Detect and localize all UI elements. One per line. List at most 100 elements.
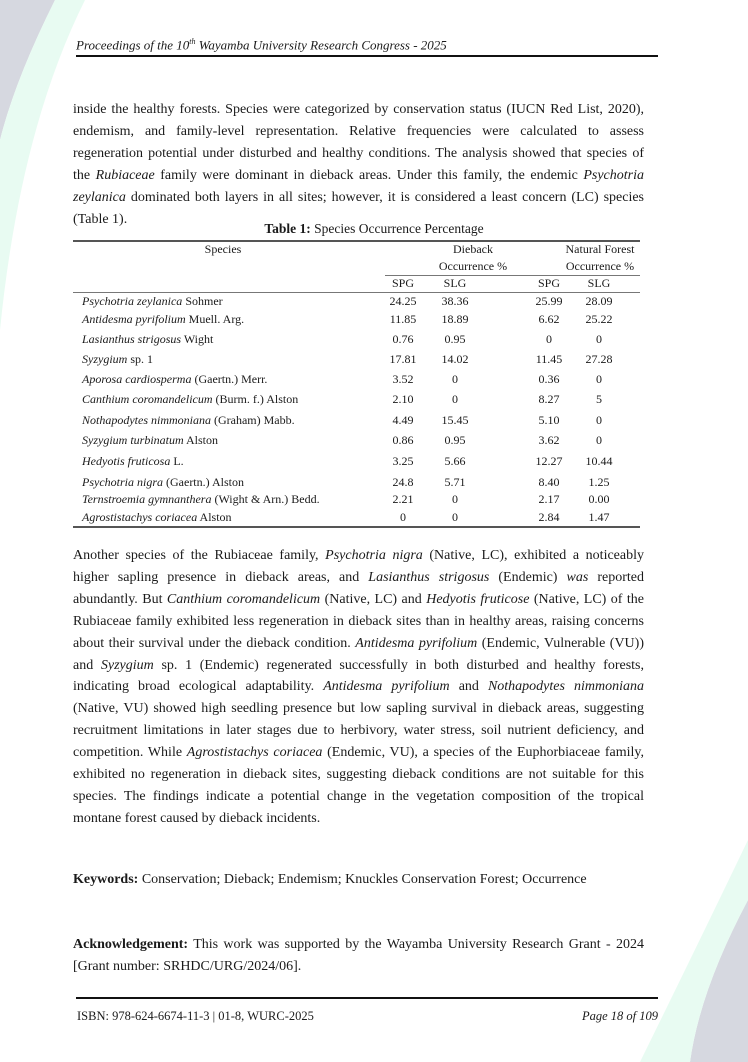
species-name: Psychotria zeylanica <box>82 294 183 308</box>
table-cell: 0 <box>400 510 406 524</box>
caption-text: Species Occurrence Percentage <box>310 221 484 236</box>
table-row-species: Hedyotis fruticosa L. <box>82 454 184 469</box>
keywords-text: Conservation; Dieback; Endemism; Knuckle… <box>138 872 587 887</box>
table-caption: Table 1: Species Occurrence Percentage <box>0 221 748 237</box>
species-name: Nothapodytes nimmoniana <box>82 413 211 427</box>
table-cell: 3.25 <box>392 454 414 468</box>
table-cell: 0 <box>452 392 458 406</box>
text-segment: and <box>449 679 488 695</box>
species-name: Agrostistachys coriacea <box>82 510 198 524</box>
table-cell: 0.95 <box>444 332 466 346</box>
table-cell: 0 <box>546 332 552 346</box>
species-authority: (Graham) Mabb. <box>211 413 295 427</box>
table-cell: 11.85 <box>389 312 417 326</box>
table-cell: 2.84 <box>538 510 560 524</box>
text-segment: Another species of the Rubiaceae family, <box>73 548 326 563</box>
table-cell: 14.02 <box>441 352 469 366</box>
table-cell: 2.17 <box>538 492 560 506</box>
subheader-spg: SPG <box>537 276 560 290</box>
species-authority: (Gaertn.) Merr. <box>191 372 268 386</box>
caption-label: Table 1: <box>264 221 311 236</box>
table-cell: 17.81 <box>389 352 417 366</box>
table-cell: 18.89 <box>441 312 469 326</box>
table-cell: 0.36 <box>538 372 560 386</box>
col-group-natural: Natural Forest <box>565 242 635 256</box>
species-name: Antidesma pyrifolium <box>82 312 186 326</box>
table-cell: 10.44 <box>585 454 613 468</box>
table-cell: 27.28 <box>585 352 613 366</box>
subheader-slg: SLG <box>587 276 611 290</box>
text-segment: dominated both layers in all sites; howe… <box>73 189 644 227</box>
species-name: Lasianthus strigosus <box>82 332 182 346</box>
table-cell: 0 <box>596 332 602 346</box>
text-segment: (Native, LC) and <box>320 591 427 607</box>
text-segment: (Endemic) <box>489 569 567 585</box>
species-authority: Alston <box>197 510 232 524</box>
species-name: Nothapodytes nimmoniana <box>487 679 644 695</box>
text-segment: reported abundantly. But <box>73 569 644 607</box>
header-text-rest: Wayamba University Research Congress - 2… <box>195 37 447 53</box>
species-authority: Muell. Arg. <box>185 312 245 326</box>
table-cell: 8.40 <box>538 475 560 489</box>
table-cell: 2.21 <box>392 492 414 506</box>
footer-isbn: ISBN: 978-624-6674-11-3 | 01-8, WURC-202… <box>77 1009 314 1023</box>
species-name: Syzygium <box>82 352 128 366</box>
table-cell: 24.8 <box>392 475 414 489</box>
table-cell: 12.27 <box>535 454 563 468</box>
table-cell: 3.52 <box>392 372 414 386</box>
ack-text: This work was supported by the Wayamba U… <box>73 937 644 974</box>
species-authority: Wight <box>181 332 214 346</box>
paragraph-intro: inside the healthy forests. Species were… <box>73 99 644 230</box>
table-row-species: Psychotria nigra (Gaertn.) Alston <box>82 475 244 490</box>
table-cell: 5.10 <box>538 413 560 427</box>
table-row-species: Nothapodytes nimmoniana (Graham) Mabb. <box>82 413 295 428</box>
text-segment: (Endemic, Vulnerable (VU)) and <box>73 635 644 673</box>
species-authority: (Gaertn.) Alston <box>163 475 244 489</box>
species-name: Antidesma pyrifolium <box>323 679 450 695</box>
species-name: Syzygium <box>100 657 154 673</box>
footer-rule <box>76 997 658 999</box>
table-cell: 15.45 <box>441 413 469 427</box>
table-cell: 24.25 <box>389 294 417 308</box>
table-cell: 3.62 <box>538 433 560 447</box>
keywords-label: Keywords: <box>73 872 139 887</box>
acknowledgement: Acknowledgement: This work was supported… <box>73 934 644 978</box>
table-row-species: Aporosa cardiosperma (Gaertn.) Merr. <box>82 372 267 387</box>
species-name: Syzygium turbinatum <box>82 433 184 447</box>
table-cell: 25.99 <box>535 294 563 308</box>
species-name: was <box>566 569 589 585</box>
species-name: Psychotria nigra <box>82 475 163 489</box>
table-cell: 1.47 <box>588 510 610 524</box>
table-cell: 5.66 <box>444 454 466 468</box>
table-row-species: Canthium coromandelicum (Burm. f.) Alsto… <box>82 392 298 407</box>
header-text: Proceedings of the 10 <box>76 37 190 53</box>
table-row-species: Syzygium sp. 1 <box>82 352 153 367</box>
col-group-dieback-sub: Occurrence % <box>438 259 508 273</box>
subheader-slg: SLG <box>443 276 467 290</box>
table-cell: 0 <box>452 492 458 506</box>
table-cell: 0 <box>596 372 602 386</box>
table-cell: 5 <box>596 392 602 406</box>
species-name: Rubiaceae <box>95 167 155 183</box>
species-name: Psychotria zeylanica <box>73 167 644 205</box>
text-segment: family were dominant in dieback areas. U… <box>154 167 584 183</box>
species-authority: Alston <box>183 433 219 447</box>
col-header-species: Species <box>204 242 242 256</box>
header-sup: th <box>189 37 196 46</box>
table-cell: 38.36 <box>441 294 469 308</box>
footer-page-number: Page 18 of 109 <box>581 1009 658 1023</box>
subheader-spg: SPG <box>391 276 414 290</box>
table-cell: 0 <box>596 433 602 447</box>
table-row-species: Ternstroemia gymnanthera (Wight & Arn.) … <box>82 492 320 507</box>
table-row-species: Agrostistachys coriacea Alston <box>82 510 232 525</box>
corner-arc-grey-top <box>0 0 55 140</box>
corner-arc-grey-bottom <box>690 900 748 1062</box>
bottom-rule <box>73 526 640 528</box>
keywords: Keywords: Conservation; Dieback; Endemis… <box>73 869 644 891</box>
paragraph-discussion: Another species of the Rubiaceae family,… <box>73 545 644 830</box>
top-rule <box>73 240 640 242</box>
text-segment: sp. 1 (Endemic) regenerated successfully… <box>73 657 644 695</box>
species-name: Ternstroemia gymnanthera <box>82 492 212 506</box>
table-cell: 0 <box>596 413 602 427</box>
species-name: Antidesma pyrifolium <box>355 635 478 651</box>
